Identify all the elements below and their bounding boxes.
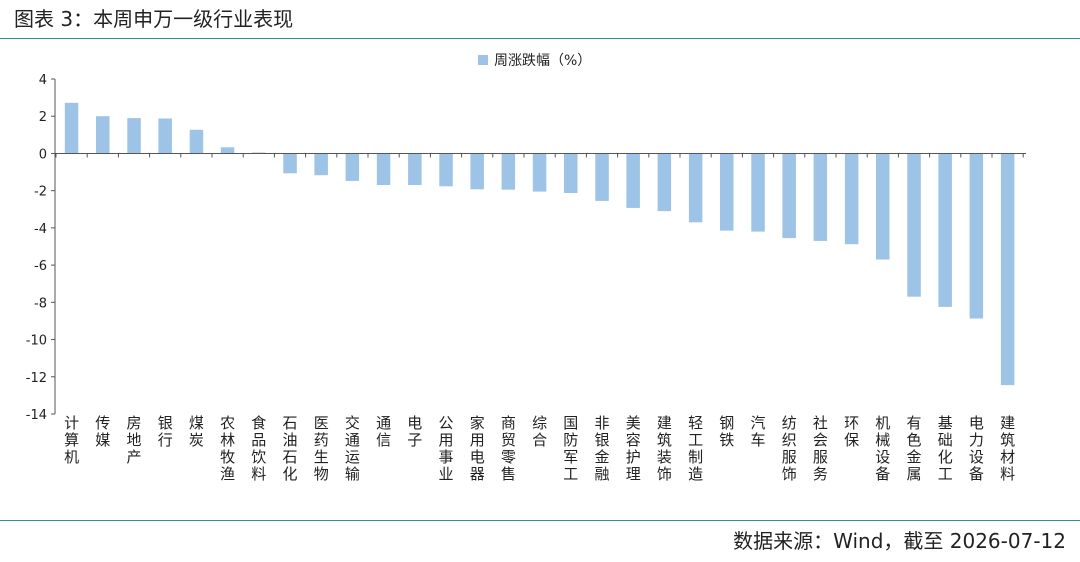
y-tick-label: -4 — [34, 222, 47, 237]
y-tick-label: -14 — [26, 408, 47, 423]
category-label: 传媒 — [95, 414, 110, 449]
bar — [64, 102, 79, 154]
bar — [876, 153, 890, 260]
category-label: 综合 — [532, 414, 547, 449]
bar — [969, 153, 984, 319]
category-label: 商贸零售 — [501, 414, 516, 483]
y-tick-label: -8 — [34, 296, 47, 311]
bar — [657, 153, 672, 212]
x-axis — [55, 152, 1026, 158]
bar — [96, 116, 110, 154]
figure-title: 图表 3：本周申万一级行业表现 — [14, 7, 294, 31]
category-label: 房地产 — [126, 414, 141, 466]
bar — [564, 153, 578, 193]
y-tick-label: 4 — [39, 73, 47, 88]
category-label: 钢铁 — [719, 414, 734, 449]
y-axis: 4 2 0 -2 -4 -6 -8 -10 -12 -14 — [26, 73, 56, 423]
bar — [1000, 153, 1015, 386]
y-tick-label: -12 — [26, 371, 47, 386]
y-tick-label: 2 — [39, 110, 47, 125]
category-label: 银行 — [158, 414, 173, 449]
bar — [595, 153, 609, 201]
category-label: 机械设备 — [875, 414, 890, 483]
bar — [938, 153, 952, 307]
source-note: 数据来源：Wind，截至 2026-07-12 — [733, 529, 1066, 553]
bar — [532, 153, 547, 192]
bar — [751, 153, 765, 232]
bar — [376, 153, 391, 185]
category-label: 国防军工 — [563, 414, 578, 483]
category-label: 基础化工 — [938, 414, 953, 483]
bar — [907, 153, 921, 297]
y-tick-label: -2 — [34, 185, 47, 200]
bar — [626, 153, 640, 208]
bar — [439, 153, 453, 187]
category-label: 轻工制造 — [688, 414, 703, 483]
bar — [220, 147, 235, 154]
category-label: 农林牧渔 — [220, 414, 235, 483]
bar — [314, 153, 328, 176]
category-label: 计算机 — [64, 414, 79, 466]
category-label: 家用电器 — [470, 414, 485, 483]
top-divider — [0, 38, 1080, 39]
category-label: 社会服务 — [813, 414, 828, 483]
category-label: 医药生物 — [314, 414, 329, 483]
bar — [782, 153, 796, 239]
category-label: 电子 — [407, 414, 422, 449]
category-label: 有色金属 — [906, 414, 921, 483]
category-label: 通信 — [376, 414, 391, 449]
category-label: 建筑装饰 — [657, 414, 672, 483]
legend-label: 周涨跌幅（%） — [494, 53, 591, 69]
category-label: 汽车 — [750, 414, 765, 449]
bar — [688, 153, 703, 223]
bar — [345, 153, 360, 181]
y-tick-label: -10 — [26, 334, 47, 349]
bar — [844, 153, 859, 245]
bar — [813, 153, 828, 241]
bar — [283, 153, 297, 174]
bar — [158, 118, 172, 154]
category-label: 建筑材料 — [1000, 414, 1015, 483]
category-label: 非银金融 — [594, 414, 609, 483]
category-label: 交通运输 — [345, 414, 360, 483]
category-label: 环保 — [844, 414, 859, 449]
y-tick-label: -6 — [34, 259, 47, 274]
legend: 周涨跌幅（%） — [478, 53, 591, 69]
category-label: 食品饮料 — [251, 414, 266, 483]
category-label: 石油石化 — [282, 414, 297, 483]
legend-swatch — [478, 55, 488, 65]
bar — [127, 118, 141, 154]
bars — [64, 102, 1015, 386]
bar — [501, 153, 516, 190]
bottom-divider — [0, 520, 1080, 521]
bar — [189, 129, 204, 154]
y-tick-label: 0 — [39, 147, 47, 162]
bar — [408, 153, 422, 185]
category-label: 纺织服饰 — [782, 414, 797, 483]
bar-chart: 周涨跌幅（%） 4 2 0 -2 -4 -6 -8 -10 -12 -14 计算机 传媒 房地产 银行煤… — [26, 53, 1026, 483]
category-label: 电力设备 — [969, 414, 984, 483]
category-label: 煤炭 — [189, 414, 204, 449]
bar — [720, 153, 734, 231]
category-label: 公用事业 — [438, 414, 453, 483]
bar — [470, 153, 484, 190]
category-label: 美容护理 — [626, 414, 641, 483]
